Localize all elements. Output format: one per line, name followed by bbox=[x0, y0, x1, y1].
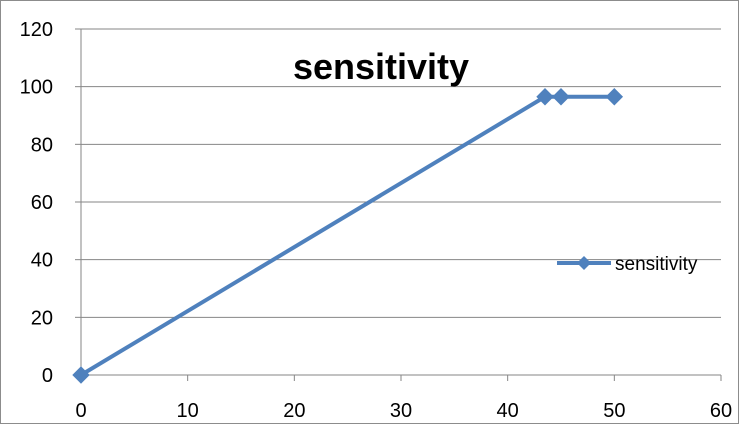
legend-marker-swatch bbox=[577, 256, 591, 270]
y-tick-label: 60 bbox=[31, 192, 53, 214]
series-line bbox=[79, 94, 615, 377]
y-tick-label: 0 bbox=[42, 365, 53, 387]
x-tick-label: 60 bbox=[710, 400, 732, 422]
legend-label: sensitivity bbox=[615, 254, 698, 275]
y-tick-label: 80 bbox=[31, 134, 53, 156]
series-layer bbox=[72, 88, 624, 384]
y-tick-label: 20 bbox=[31, 307, 53, 329]
data-point-marker bbox=[552, 88, 570, 106]
y-tick-label: 120 bbox=[20, 19, 53, 41]
x-tick-label: 50 bbox=[603, 400, 625, 422]
x-tick-label: 40 bbox=[497, 400, 519, 422]
x-axis-ticks: 0 10 20 30 40 50 60 bbox=[75, 375, 732, 422]
x-tick-label: 10 bbox=[177, 400, 199, 422]
y-axis-ticks: 0 20 40 60 80 100 120 bbox=[20, 19, 81, 387]
x-tick-label: 0 bbox=[75, 400, 86, 422]
data-point-marker bbox=[605, 88, 624, 106]
gridlines bbox=[81, 28, 721, 318]
legend: sensitivity bbox=[557, 254, 698, 275]
data-point-marker bbox=[72, 366, 90, 384]
y-tick-label: 40 bbox=[31, 250, 53, 272]
x-tick-label: 30 bbox=[390, 400, 412, 422]
chart-title: sensitivity bbox=[293, 46, 469, 87]
x-tick-label: 20 bbox=[283, 400, 305, 422]
data-point-marker bbox=[536, 88, 554, 106]
y-tick-label: 100 bbox=[20, 77, 53, 99]
